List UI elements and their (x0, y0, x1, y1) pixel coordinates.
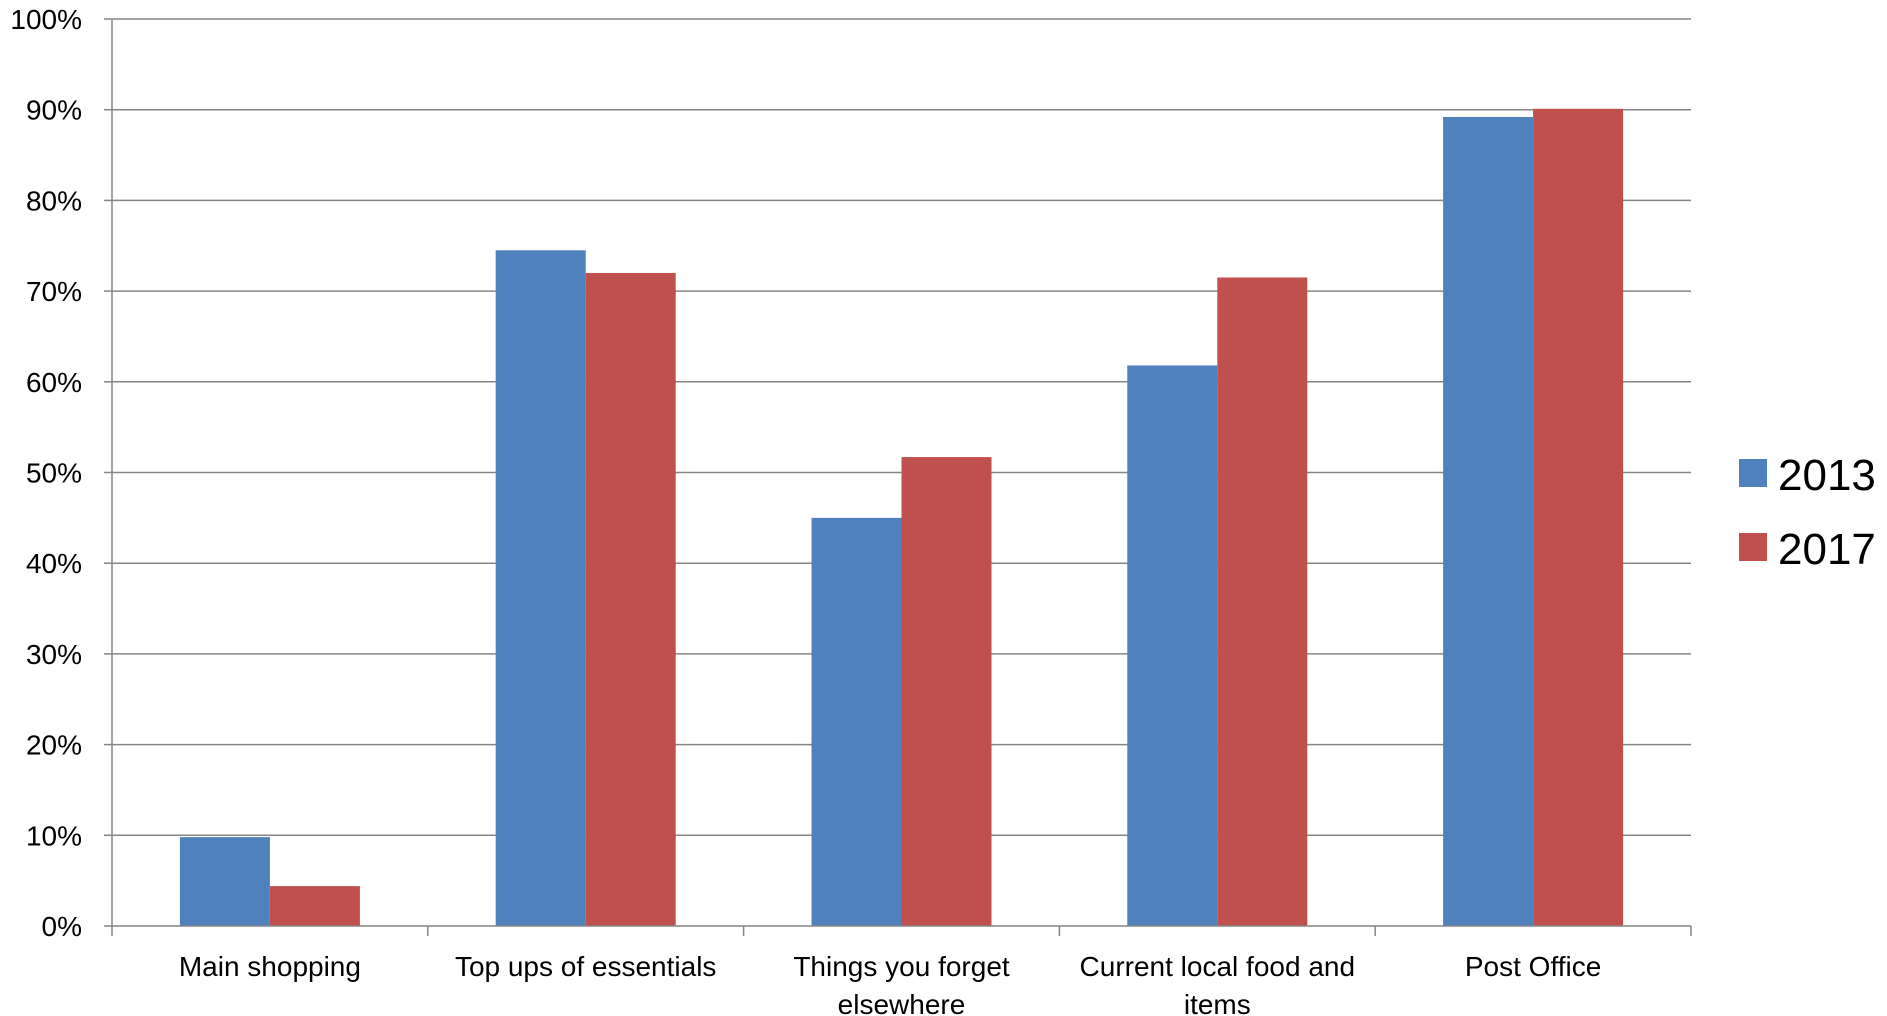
y-tick-label: 0% (42, 911, 82, 942)
x-category-label: Current local food and (1080, 951, 1356, 982)
y-tick-label: 50% (26, 458, 82, 489)
y-tick-label: 30% (26, 639, 82, 670)
bar-2013-3 (1127, 365, 1218, 926)
bar-2017-0 (269, 886, 360, 926)
bar-2013-2 (811, 517, 902, 926)
y-tick-label: 60% (26, 367, 82, 398)
bar-2013-0 (179, 837, 270, 926)
x-category-label: Main shopping (179, 951, 361, 982)
x-category-label: Top ups of essentials (455, 951, 717, 982)
x-category-label: elsewhere (838, 989, 966, 1016)
y-tick-label: 90% (26, 95, 82, 126)
bar-2017-4 (1533, 108, 1624, 927)
bar-2017-1 (585, 272, 676, 927)
legend-label-2017: 2017 (1778, 525, 1876, 574)
x-axis-category-labels: Main shopping Top ups of essentials Things… (179, 951, 1601, 1016)
y-axis-tick-labels: 0% 10% 20% 30% 40% 50% 60% 70% 80% 90% 100% (10, 4, 82, 942)
legend: 2013 2017 (1739, 451, 1876, 574)
bar-2017-3 (1217, 277, 1308, 926)
axes (104, 18, 1692, 936)
x-category-label: Post Office (1465, 951, 1601, 982)
x-category-label: Things you forget (793, 951, 1010, 982)
bar-2013-4 (1443, 116, 1534, 927)
y-tick-label: 100% (10, 4, 82, 35)
bar-2017-2 (901, 457, 992, 926)
y-tick-label: 80% (26, 185, 82, 216)
bar-2013-1 (495, 250, 586, 926)
y-tick-label: 10% (26, 820, 82, 851)
x-category-label: items (1184, 989, 1251, 1016)
legend-swatch-2013 (1739, 459, 1767, 487)
y-tick-label: 70% (26, 276, 82, 307)
legend-label-2013: 2013 (1778, 451, 1876, 500)
legend-swatch-2017 (1739, 533, 1767, 561)
bars (179, 108, 1624, 927)
y-tick-label: 20% (26, 730, 82, 761)
y-tick-label: 40% (26, 548, 82, 579)
